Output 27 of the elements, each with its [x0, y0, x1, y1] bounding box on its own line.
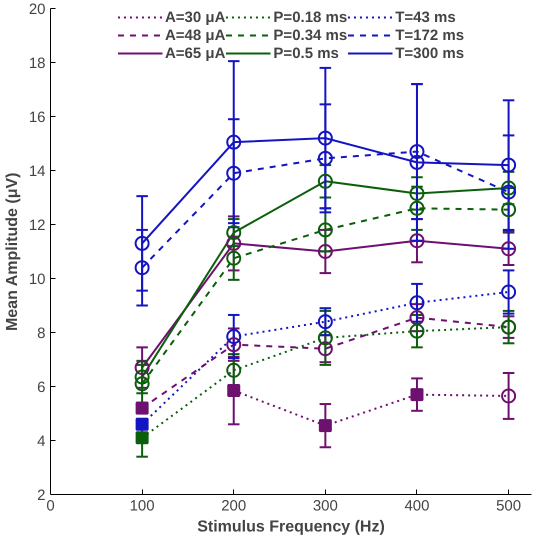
y-tick-label: 10 — [28, 271, 46, 288]
y-tick-label: 6 — [37, 379, 46, 396]
y-tick-label: 16 — [28, 109, 46, 126]
y-tick-label: 2 — [37, 487, 46, 504]
y-tick-label: 12 — [28, 217, 46, 234]
y-tick-label: 20 — [28, 1, 46, 18]
legend-label: T=172 ms — [395, 26, 464, 44]
x-tick-label: 500 — [496, 498, 522, 514]
x-tick-label: 200 — [221, 498, 246, 514]
x-tick-label: 0 — [46, 498, 55, 514]
x-axis-title: Stimulus Frequency (Hz) — [197, 518, 385, 536]
legend-label: A=30 μA — [164, 8, 226, 26]
legend-label: T=300 ms — [395, 44, 464, 62]
legend-label: T=43 ms — [395, 8, 456, 26]
legend-label: P=0.18 ms — [273, 8, 348, 26]
legend-label: A=65 μA — [164, 44, 226, 62]
legend-label: A=48 μA — [164, 26, 226, 44]
x-tick-label: 100 — [130, 498, 155, 514]
legend-label: P=0.5 ms — [273, 44, 339, 62]
y-tick-label: 18 — [28, 55, 46, 72]
x-tick-label: 400 — [404, 498, 430, 514]
y-axis-title: Mean Amplitude (μV) — [4, 172, 21, 332]
legend-label: P=0.34 ms — [273, 26, 348, 44]
x-tick-label: 300 — [312, 498, 338, 514]
y-tick-label: 8 — [37, 325, 46, 342]
y-tick-label: 4 — [37, 433, 46, 450]
y-tick-label: 14 — [28, 163, 46, 180]
